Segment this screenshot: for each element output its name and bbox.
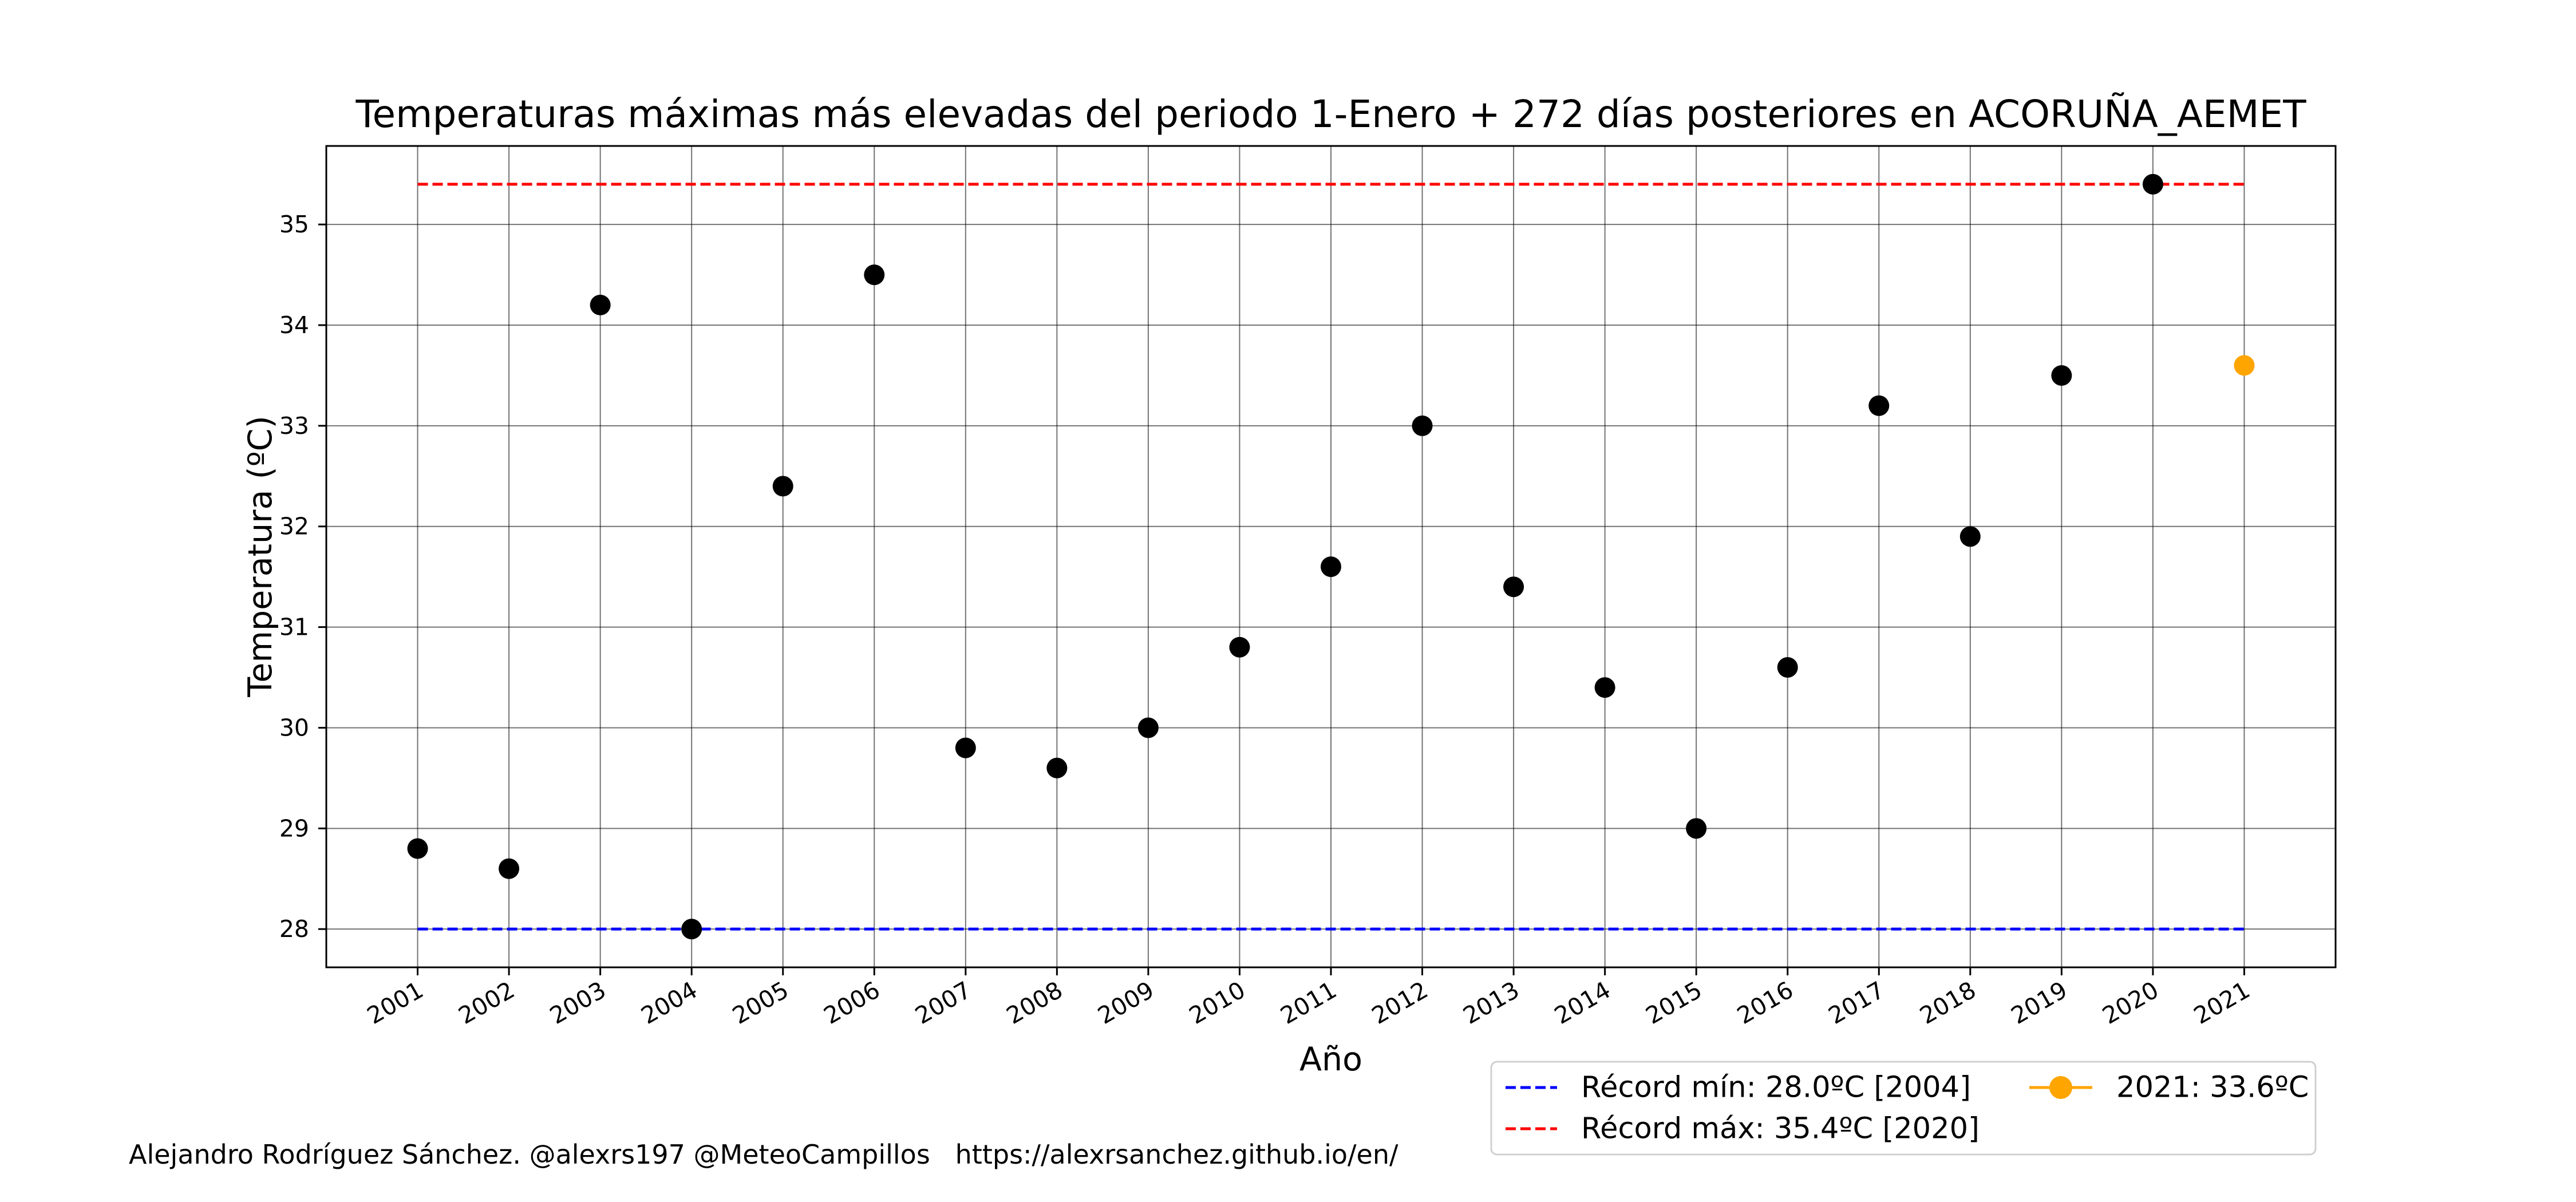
data-point xyxy=(773,476,793,496)
data-point xyxy=(1046,758,1067,778)
y-axis-label: Temperatura (ºC) xyxy=(242,416,279,697)
data-point xyxy=(1686,818,1706,839)
legend-label-2021: 2021: 33.6ºC xyxy=(2116,1071,2309,1105)
data-point xyxy=(590,295,611,315)
y-tick-label: 34 xyxy=(279,311,309,339)
legend-label-min: Récord mín: 28.0ºC [2004] xyxy=(1581,1071,1971,1105)
x-axis-label: Año xyxy=(1299,1041,1362,1078)
chart-title: Temperaturas máximas más elevadas del pe… xyxy=(355,92,2306,136)
data-point xyxy=(1503,576,1524,597)
data-point xyxy=(1138,717,1159,738)
y-tick-label: 35 xyxy=(279,211,309,238)
legend: Récord mín: 28.0ºC [2004] Récord máx: 35… xyxy=(1491,1062,2316,1154)
data-point-2021 xyxy=(2234,355,2254,375)
data-point xyxy=(1960,526,1981,547)
y-tick-label: 29 xyxy=(279,814,309,842)
y-tick-label: 28 xyxy=(279,915,309,943)
data-point xyxy=(2051,365,2072,386)
y-tick-label: 33 xyxy=(279,412,309,440)
data-point xyxy=(864,264,884,285)
data-point xyxy=(1321,556,1341,577)
data-point xyxy=(2143,174,2163,195)
legend-marker-2021 xyxy=(2049,1076,2072,1099)
data-point xyxy=(1412,416,1433,436)
data-point xyxy=(1777,657,1798,678)
data-point xyxy=(408,838,428,859)
data-point xyxy=(681,919,702,939)
data-point xyxy=(1595,677,1615,698)
data-point xyxy=(955,738,976,758)
y-tick-label: 32 xyxy=(279,513,309,540)
footer-credit: Alejandro Rodríguez Sánchez. @alexrs197 … xyxy=(129,1139,1398,1170)
y-tick-label: 31 xyxy=(279,614,309,641)
y-tick-label: 30 xyxy=(279,714,309,741)
data-point xyxy=(1229,637,1250,658)
legend-label-max: Récord máx: 35.4ºC [2020] xyxy=(1581,1112,1980,1146)
data-point xyxy=(1868,396,1889,416)
data-point xyxy=(499,859,519,879)
